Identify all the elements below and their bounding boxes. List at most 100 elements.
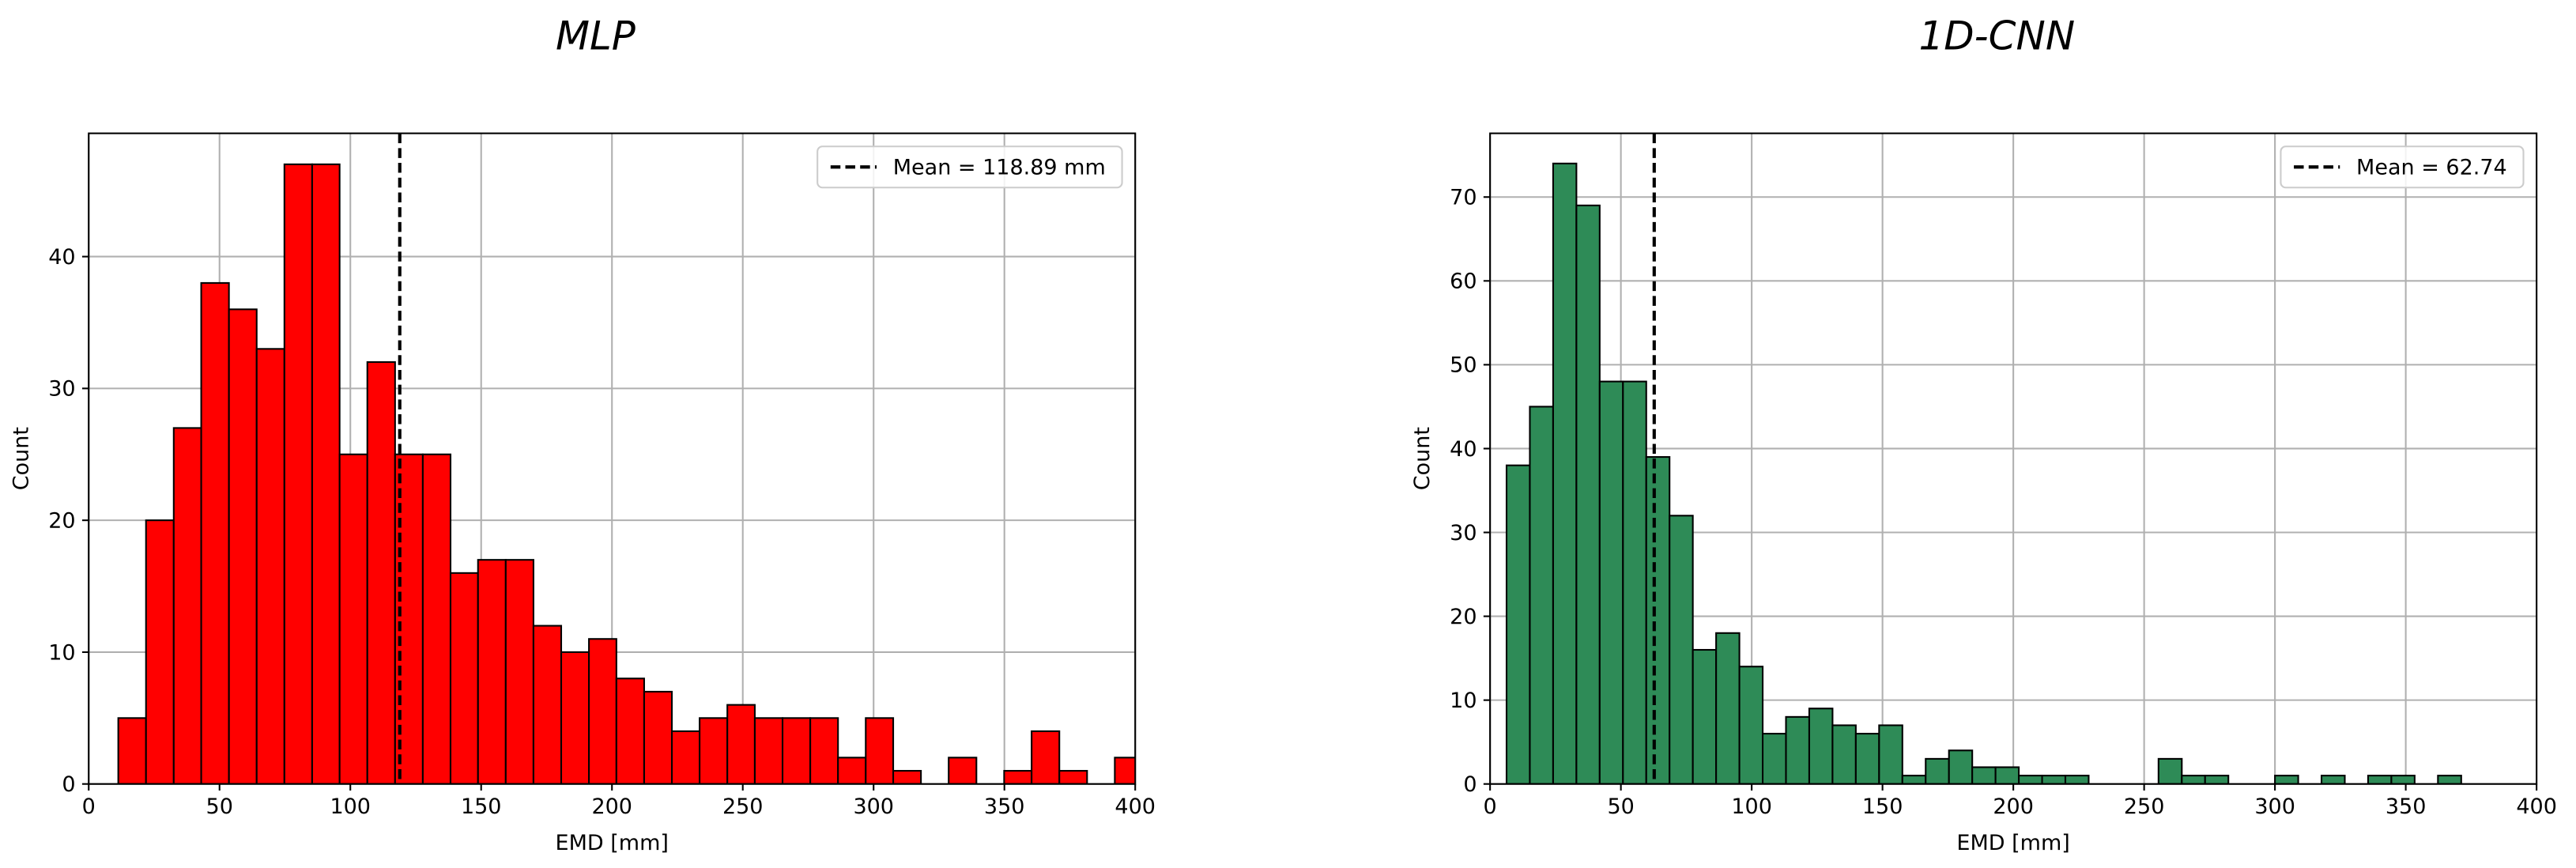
bar: [1808, 708, 1834, 784]
bar: [1994, 766, 2020, 784]
bar: [2390, 775, 2416, 784]
y-tick-label: 40: [1450, 437, 1477, 462]
bar: [2204, 775, 2230, 784]
bar: [1971, 766, 1997, 784]
bar: [2041, 775, 2067, 784]
x-tick-label: 150: [461, 794, 502, 819]
y-tick-label: 40: [48, 245, 75, 270]
bar: [311, 163, 341, 784]
x-tick-label: 350: [2386, 794, 2427, 819]
bar: [2157, 757, 2183, 784]
bar: [1785, 715, 1810, 784]
x-tick-label: 200: [1993, 794, 2034, 819]
x-tick-label: 100: [330, 794, 371, 819]
bar: [145, 519, 175, 784]
bar: [670, 730, 701, 784]
x-tick-label: 0: [82, 794, 96, 819]
y-tick-label: 60: [1450, 270, 1477, 294]
bar: [283, 163, 313, 784]
bar: [948, 757, 978, 784]
bar: [1598, 380, 1624, 784]
x-tick-label: 50: [1607, 794, 1634, 819]
bars: [117, 163, 1136, 784]
bar: [1762, 733, 1787, 784]
bar: [1031, 730, 1061, 784]
y-tick-label: 0: [62, 772, 75, 797]
x-tick-label: 300: [853, 794, 894, 819]
legend-box: [2280, 145, 2525, 189]
bar: [892, 769, 922, 784]
bar: [1552, 162, 1578, 784]
bar: [615, 677, 645, 784]
bar: [2181, 775, 2206, 784]
bar: [2367, 775, 2393, 784]
x-tick-label: 400: [1115, 794, 1156, 819]
x-axis-label: EMD [mm]: [556, 831, 669, 855]
bar: [1114, 757, 1136, 784]
bar: [117, 717, 147, 784]
legend-label: Mean = 118.89 mm: [893, 156, 1106, 180]
bar: [2018, 775, 2043, 784]
bar: [1622, 380, 1647, 784]
bar: [2274, 775, 2299, 784]
bar: [560, 651, 590, 784]
legend-box: [817, 145, 1123, 189]
bar: [421, 453, 452, 784]
bar: [1878, 724, 1903, 784]
bar: [1529, 406, 1554, 784]
bar: [753, 717, 784, 784]
y-tick-label: 20: [48, 508, 75, 533]
bar: [2437, 775, 2462, 784]
x-tick-label: 200: [591, 794, 632, 819]
bar: [477, 559, 507, 784]
bar: [1925, 757, 1950, 784]
bar: [366, 360, 396, 784]
subplot: MLP 0 50 100 150 200 250 300 350 400 0 10 20 30 40 EMD …: [9, 13, 1156, 855]
bar: [172, 427, 202, 784]
y-axis-label: Count: [9, 427, 33, 490]
bar: [228, 308, 258, 784]
bar: [2064, 775, 2090, 784]
bar: [1738, 666, 1764, 784]
bar: [781, 717, 812, 784]
y-tick-label: 10: [48, 640, 75, 665]
y-tick-label: 50: [1450, 353, 1477, 378]
bar: [809, 717, 839, 784]
y-tick-label: 0: [1463, 772, 1477, 797]
bar: [1948, 749, 1974, 784]
bar: [504, 559, 534, 784]
y-tick-label: 10: [1450, 689, 1477, 713]
bar: [449, 572, 479, 784]
y-tick-label: 30: [1450, 521, 1477, 545]
bar: [1058, 769, 1088, 784]
bar: [200, 281, 230, 784]
y-tick-label: 70: [1450, 186, 1477, 210]
bar: [643, 690, 673, 784]
x-tick-label: 250: [722, 794, 764, 819]
bar: [532, 625, 563, 784]
x-tick-label: 350: [984, 794, 1025, 819]
chart-title: MLP: [556, 13, 636, 59]
bar: [837, 757, 867, 784]
legend: Mean = 118.89 mm: [817, 145, 1123, 189]
y-tick-label: 20: [1450, 605, 1477, 629]
bar: [1692, 648, 1718, 784]
y-axis-label: Count: [1410, 427, 1435, 490]
bar: [1575, 204, 1601, 784]
subplot: 1D-CNN 0 50 100 150 200 250 300 350 400 0 10 20 30 40 5…: [1410, 13, 2557, 855]
chart-title: 1D-CNN: [1919, 13, 2076, 59]
bar: [338, 453, 368, 784]
bar: [1645, 456, 1671, 784]
bar: [1715, 632, 1741, 784]
legend-label: Mean = 62.74: [2356, 156, 2507, 180]
bar: [1669, 515, 1694, 784]
x-tick-label: 50: [206, 794, 233, 819]
bar: [588, 638, 617, 784]
x-tick-label: 250: [2124, 794, 2165, 819]
bar: [2321, 775, 2346, 784]
bar: [726, 704, 756, 784]
bar: [865, 717, 895, 784]
x-tick-label: 150: [1862, 794, 1903, 819]
